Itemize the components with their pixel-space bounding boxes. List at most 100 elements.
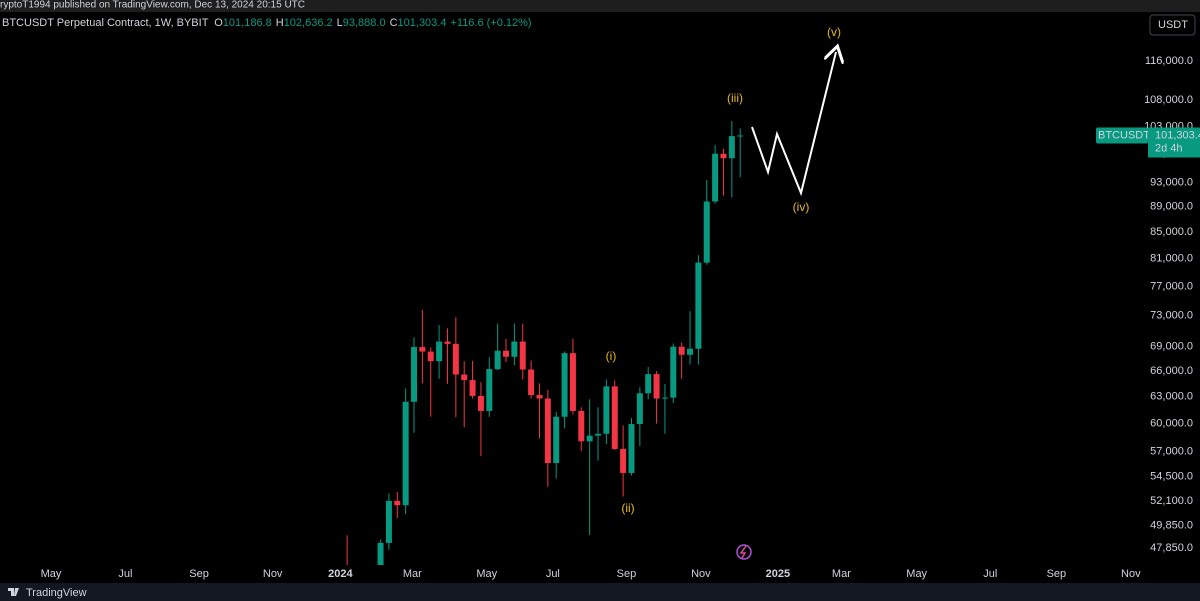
y-tick-label: 47,850.0: [1150, 542, 1193, 554]
x-tick-label: May: [41, 568, 62, 580]
x-tick-label: Sep: [189, 568, 209, 580]
candle-body: [419, 347, 426, 352]
candle-body: [728, 136, 735, 159]
x-tick-label: Nov: [263, 568, 283, 580]
y-tick-label: 116,000.0: [1145, 55, 1193, 67]
candle-body: [561, 353, 568, 417]
x-tick-label: Jul: [983, 568, 997, 580]
candle-body: [427, 351, 434, 362]
candle-body: [385, 500, 392, 543]
x-tick-label: May: [476, 568, 497, 580]
x-tick-label: Sep: [1047, 568, 1067, 580]
candle-body: [519, 341, 526, 370]
candle-body: [402, 401, 409, 506]
x-tick-label: 2025: [766, 568, 790, 580]
chart-title: BTCUSDT Perpetual Contract, 1W, BYBIT: [2, 17, 209, 29]
candle-body: [645, 374, 652, 394]
y-tick-label: 93,000.0: [1150, 176, 1193, 188]
candle-body: [569, 353, 576, 411]
candle-body: [703, 201, 710, 263]
y-tick-label: 66,000.0: [1150, 365, 1193, 377]
y-tick-label: 73,000.0: [1150, 310, 1193, 322]
ohlc-value: 101,303.4: [398, 17, 447, 29]
y-tick-label: 57,000.0: [1150, 446, 1193, 458]
candle-body: [737, 135, 744, 137]
y-tick-label: 63,000.0: [1150, 391, 1193, 403]
candle-body: [544, 398, 551, 464]
candle-body: [687, 348, 694, 355]
ohlc-label: C: [390, 17, 398, 29]
candle-body: [553, 416, 560, 464]
candle-body: [628, 424, 635, 473]
y-tick-label: 52,100.0: [1150, 495, 1193, 507]
currency-button[interactable]: [1149, 14, 1196, 36]
candle-body: [444, 341, 451, 344]
price-tag-bg: [1148, 127, 1200, 158]
x-tick-label: Nov: [1121, 568, 1141, 580]
candle-body: [653, 374, 660, 399]
x-tick-label: Sep: [617, 568, 637, 580]
x-tick-label: Jul: [546, 568, 560, 580]
publisher-info: ryptoT1994 published on TradingView.com,…: [0, 0, 305, 11]
x-tick-label: Mar: [403, 568, 422, 580]
candle-body: [536, 395, 543, 399]
y-tick-label: 69,000.0: [1150, 341, 1193, 353]
change-value: +116.6 (+0.12%): [450, 17, 531, 29]
top-bar: [0, 0, 1200, 12]
wave-label: (iii): [727, 91, 743, 105]
y-tick-label: 54,500.0: [1150, 470, 1193, 482]
candle-body: [670, 346, 677, 398]
candle-body: [411, 347, 418, 402]
candle-body: [436, 341, 443, 362]
candle-body: [394, 500, 401, 506]
candle-body: [611, 386, 618, 449]
ohlc-value: 102,636.2: [284, 17, 333, 29]
ohlc-label: L: [337, 17, 343, 29]
ohlc-value: 93,888.0: [343, 17, 386, 29]
price-tag-label: 101,303.4: [1155, 129, 1200, 141]
candle-body: [636, 393, 643, 425]
candle-body: [578, 410, 585, 442]
y-tick-label: 108,000.0: [1144, 94, 1193, 106]
brand-name: TradingView: [26, 587, 87, 599]
legend-header: BTCUSDT Perpetual Contract, 1W, BYBIT O 10…: [2, 17, 532, 29]
candle-body: [494, 350, 501, 370]
candle-body: [469, 380, 476, 396]
y-tick-label: 77,000.0: [1150, 280, 1193, 292]
event-bolt: [739, 545, 747, 559]
x-tick-label: Jul: [118, 568, 132, 580]
candle-body: [586, 435, 593, 442]
candle-body: [720, 153, 727, 159]
projection-path: [751, 52, 836, 197]
currency-label[interactable]: USDT: [1158, 19, 1188, 31]
x-tick-label: May: [906, 568, 927, 580]
candle-body: [620, 448, 627, 473]
candle-body: [678, 346, 685, 355]
y-tick-label: 89,000.0: [1150, 201, 1193, 213]
brand-logo: [8, 588, 19, 596]
candle-body: [452, 343, 459, 375]
y-tick-label: 81,000.0: [1150, 252, 1193, 264]
countdown: 2d 4h: [1155, 142, 1183, 154]
wave-label: (v): [827, 25, 841, 39]
candle-body: [661, 397, 668, 399]
wave-label: (iv): [793, 200, 810, 214]
event-icon[interactable]: [736, 544, 752, 560]
candle-body: [511, 341, 518, 357]
plot-area: [346, 121, 744, 565]
x-tick-label: Mar: [832, 568, 851, 580]
x-tick-label: Nov: [691, 568, 711, 580]
y-tick-label: 49,850.0: [1150, 519, 1193, 531]
y-tick-label: 60,000.0: [1150, 418, 1193, 430]
candle-body: [528, 369, 535, 396]
candle-body: [503, 350, 510, 357]
candle-body: [461, 374, 468, 381]
wave-label: (i): [606, 349, 617, 363]
ohlc-label: O: [214, 17, 223, 29]
candle-body: [695, 262, 702, 349]
candle-body: [603, 386, 610, 434]
y-tick-label: 85,000.0: [1150, 226, 1193, 238]
wave-label: (ii): [621, 501, 634, 515]
